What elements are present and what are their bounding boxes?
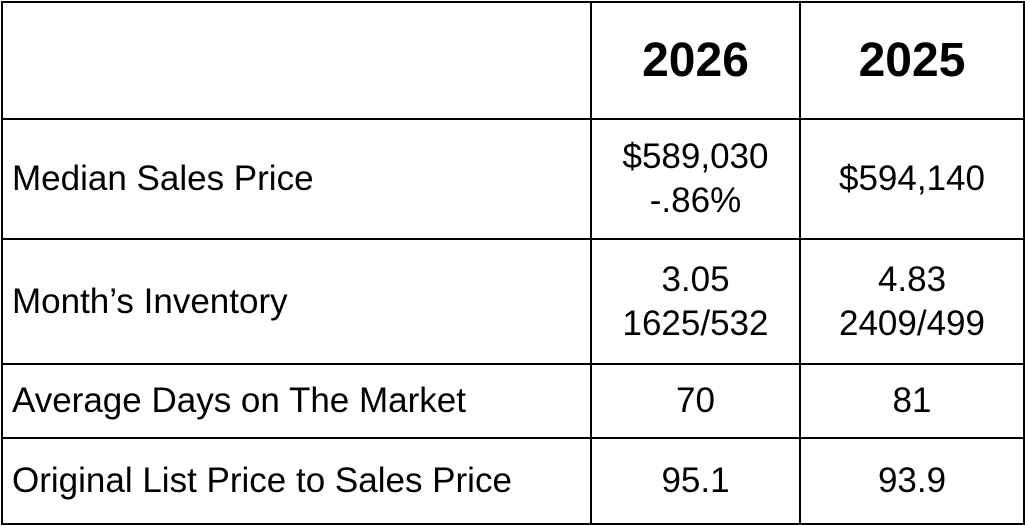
- cell-line: 95.1: [661, 461, 730, 500]
- header-empty-cell: [1, 1, 592, 120]
- value-cell: $589,030 -.86%: [590, 118, 801, 240]
- value-cell: 95.1: [590, 437, 801, 525]
- row-label: Month’s Inventory: [1, 238, 592, 365]
- cell-line: 93.9: [877, 461, 947, 500]
- cell-line: 70: [676, 381, 715, 420]
- cell-line: 3.05: [661, 259, 730, 299]
- cell-line: 1625/532: [622, 303, 769, 343]
- row-label: Median Sales Price: [1, 118, 592, 240]
- column-header: 2026: [590, 1, 801, 120]
- cell-line: 81: [892, 381, 932, 420]
- value-cell: 4.83 2409/499: [799, 238, 1025, 365]
- row-label: Original List Price to Sales Price: [1, 437, 592, 525]
- cell-line: $589,030: [622, 137, 769, 176]
- table-row: Month’s Inventory 3.05 1625/532 4.83 2409/49…: [1, 238, 1025, 365]
- value-cell: $594,140: [799, 118, 1025, 240]
- cell-line: 2409/499: [839, 303, 985, 343]
- table-row: Median Sales Price $589,030 -.86% $594,140: [1, 118, 1025, 240]
- value-cell: 81: [799, 363, 1025, 439]
- cell-line: -.86%: [649, 181, 742, 220]
- value-cell: 3.05 1625/532: [590, 238, 801, 365]
- cell-line: 4.83: [877, 259, 947, 299]
- table-row: Original List Price to Sales Price 95.1 93…: [1, 437, 1025, 525]
- row-label: Average Days on The Market: [1, 363, 592, 439]
- value-cell: 93.9: [799, 437, 1025, 525]
- header-row: 2026 2025: [1, 1, 1025, 120]
- table-row: Average Days on The Market 70 81: [1, 363, 1025, 439]
- column-header: 2025: [799, 1, 1025, 120]
- cell-line: $594,140: [839, 159, 985, 198]
- value-cell: 70: [590, 363, 801, 439]
